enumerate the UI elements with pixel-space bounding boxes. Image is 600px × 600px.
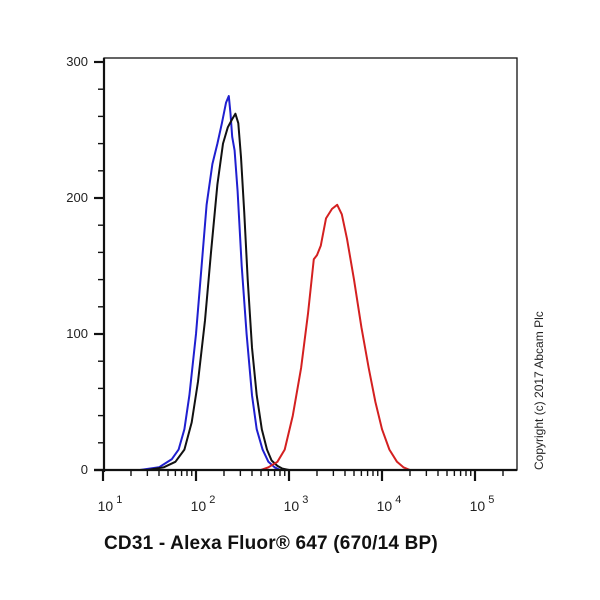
y-tick-label: 0 (81, 462, 88, 477)
x-tick-label: 10 2 (191, 494, 216, 514)
copyright-annotation: Copyright (c) 2017 Abcam Plc (532, 311, 546, 470)
y-tick-label: 100 (66, 326, 88, 341)
x-tick-label: 10 1 (98, 494, 123, 514)
y-tick-label: 300 (66, 54, 88, 69)
x-tick-label: 10 5 (470, 494, 495, 514)
y-tick-label: 200 (66, 190, 88, 205)
series-layer (103, 95, 503, 471)
series-line-2 (103, 203, 503, 471)
y-axis-ticks: 0 100 200 300 (66, 54, 104, 477)
x-axis-label: CD31 - Alexa Fluor® 647 (670/14 BP) (104, 533, 438, 554)
series-line-1 (103, 112, 503, 471)
plot-frame (103, 57, 518, 471)
x-tick-label: 10 3 (284, 494, 309, 514)
x-axis-ticks: 10 1 10 2 10 3 10 4 10 5 (98, 470, 504, 514)
x-tick-label: 10 4 (377, 494, 402, 514)
series-line-0 (103, 95, 503, 471)
